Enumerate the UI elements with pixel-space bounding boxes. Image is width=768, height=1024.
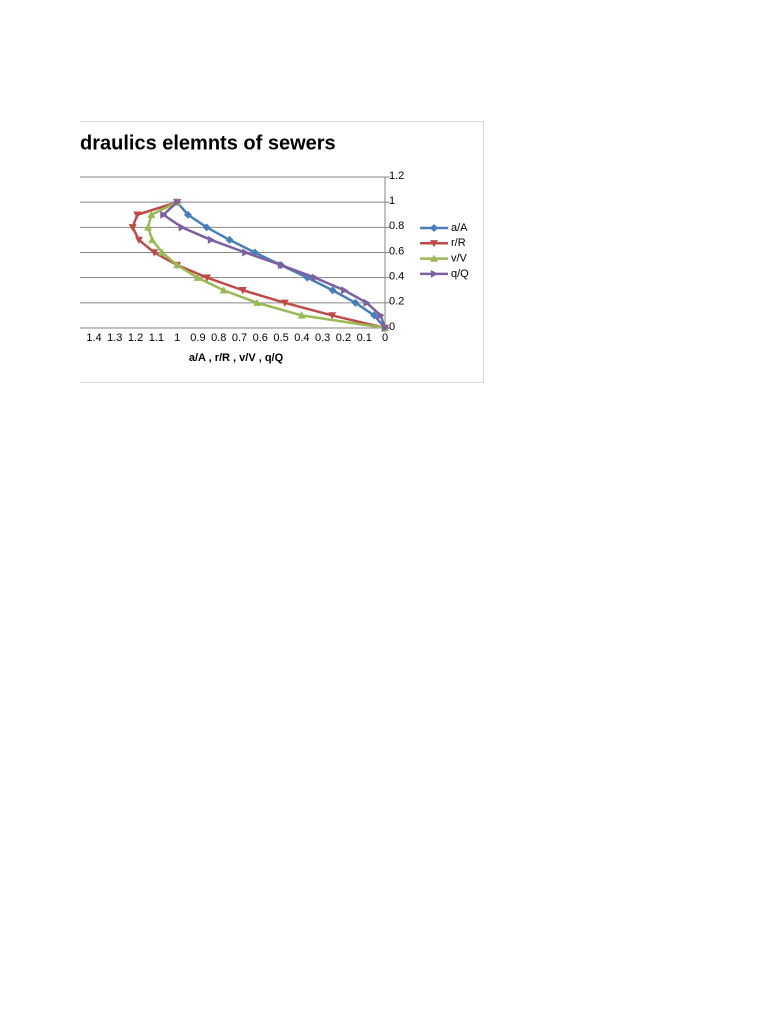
data-point (381, 324, 389, 332)
x-tick-label: 0.7 (232, 332, 247, 344)
data-point (219, 286, 228, 294)
data-point (158, 248, 167, 256)
data-point (253, 298, 262, 307)
x-tick-label: 0.1 (357, 332, 372, 344)
data-point (134, 236, 143, 244)
x-tick-label: 1.1 (149, 332, 164, 344)
legend-marker (430, 240, 438, 248)
data-point (147, 210, 156, 218)
data-point (193, 273, 202, 281)
data-point (277, 261, 286, 270)
x-tick-label: 0.5 (273, 332, 288, 344)
x-tick-label: 0.2 (336, 332, 351, 344)
y-tick-label: 1.2 (389, 170, 404, 182)
legend-marker (430, 224, 438, 232)
x-tick-label: 0.3 (315, 332, 330, 344)
legend-marker (430, 269, 438, 278)
data-point (370, 311, 379, 320)
x-tick-label: 1 (174, 332, 180, 344)
y-tick-label: 0.6 (389, 245, 404, 257)
data-point (225, 235, 234, 244)
x-tick-label: 1.2 (128, 332, 143, 344)
data-point (148, 235, 157, 244)
data-point (144, 223, 153, 231)
x-tick-label: 0.6 (253, 332, 268, 344)
y-tick-label: 0 (389, 321, 395, 333)
x-tick-label: 0.8 (211, 332, 226, 344)
y-tick-label: 0.8 (389, 220, 404, 232)
plot: 0 0.2 0.4 0.6 0.8 1 1.2 0 0.1 0.2 0.3 0.4 0.5 0.6 0.7 0… (80, 170, 469, 344)
data-point (202, 223, 211, 232)
data-point (311, 273, 319, 282)
data-point (341, 286, 349, 295)
x-axis-label: a/A , r/R , v/V , q/Q (189, 352, 284, 364)
data-point (328, 312, 337, 320)
data-point (242, 248, 250, 257)
data-point (297, 311, 306, 319)
data-point (207, 235, 216, 244)
chart-border (80, 121, 484, 383)
x-tick-label: 0 (382, 332, 388, 344)
y-tick-label: 1 (389, 195, 395, 207)
legend-label: a/A (451, 222, 468, 234)
data-point (133, 211, 142, 219)
data-point (280, 299, 289, 307)
x-tick-label: 1.4 (86, 332, 101, 344)
data-point (178, 223, 186, 232)
data-point (377, 311, 385, 320)
data-point (173, 261, 182, 269)
chart-title: draulics elemnts of sewers (80, 132, 336, 154)
data-point (128, 224, 137, 232)
data-point (363, 298, 371, 307)
legend-label: q/Q (451, 268, 469, 280)
y-tick-label: 0.4 (389, 271, 404, 283)
x-tick-label: 1.3 (107, 332, 122, 344)
data-point (183, 210, 192, 219)
legend-label: r/R (451, 237, 466, 249)
data-point (328, 286, 337, 295)
legend-label: v/V (451, 253, 468, 265)
data-point (173, 198, 182, 207)
data-point (351, 298, 360, 307)
y-tick-label: 0.2 (389, 296, 404, 308)
data-point (203, 274, 212, 282)
data-point (150, 249, 159, 257)
data-point (160, 210, 168, 219)
x-tick-label: 0.9 (190, 332, 205, 344)
x-tick-label: 0.4 (294, 332, 309, 344)
data-point (238, 287, 247, 295)
legend-marker (430, 254, 438, 262)
